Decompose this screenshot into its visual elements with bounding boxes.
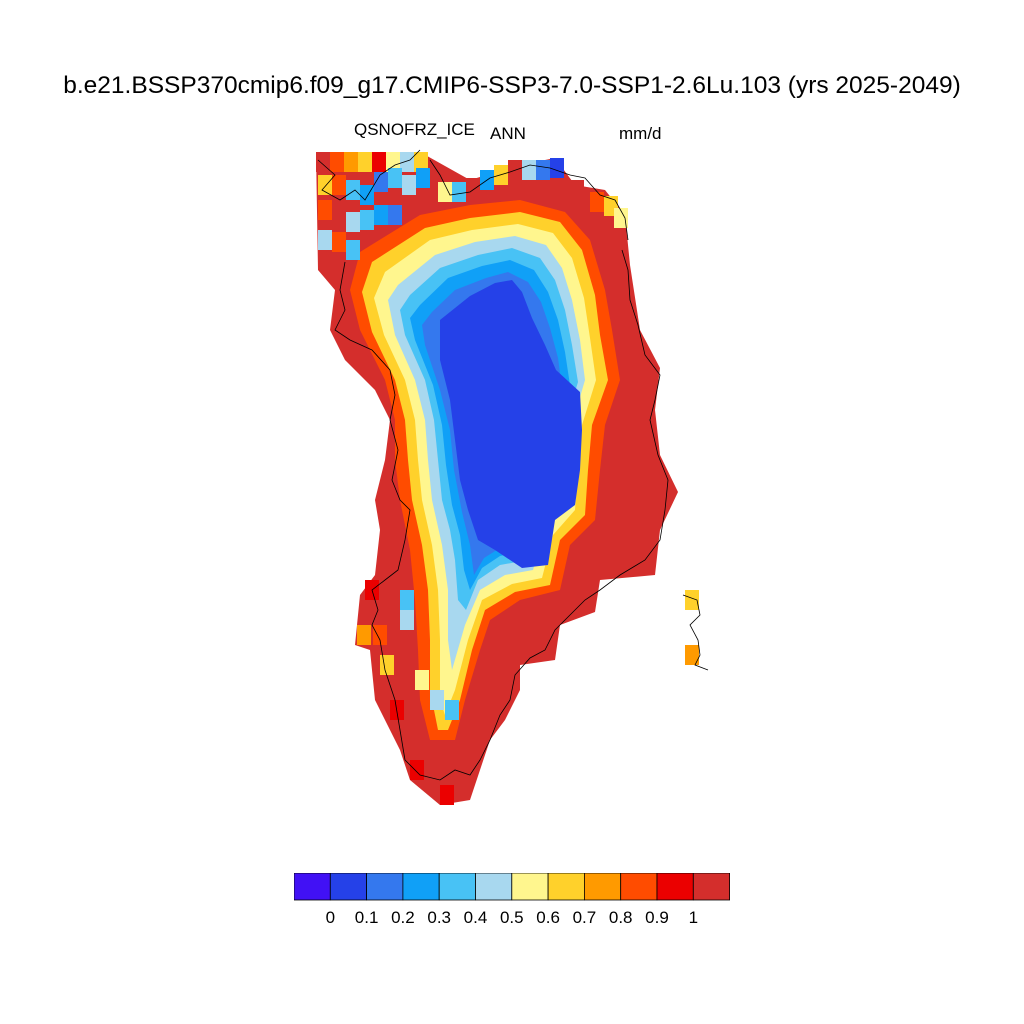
map-cell [570, 180, 584, 200]
figure-title: b.e21.BSSP370cmip6.f09_g17.CMIP6-SSP3-7.… [63, 72, 961, 99]
coastline-segment [429, 159, 629, 241]
units-label: mm/d [619, 124, 662, 143]
map-cell [410, 760, 424, 780]
map-cell [373, 625, 387, 645]
colorbar-tick-label: 1 [688, 908, 699, 927]
colorbar-swatch [438, 873, 476, 901]
colorbar-swatch [366, 873, 404, 901]
colorbar-swatch [511, 873, 549, 901]
map-cell [330, 152, 344, 172]
map-cell [400, 590, 414, 610]
colorbar-tick-label: 0.8 [608, 908, 633, 927]
season-label: ANN [490, 124, 526, 143]
colorbar-swatch [583, 873, 622, 901]
map-cell [430, 690, 444, 710]
map-cell [685, 590, 699, 610]
map-cell [416, 168, 430, 188]
colorbar-swatch [475, 873, 513, 901]
colorbar-swatch [402, 873, 440, 901]
map-cell [372, 152, 386, 172]
colorbar-tick-label: 0.7 [572, 908, 597, 927]
colorbar-swatch [692, 873, 730, 901]
map-cell [360, 210, 374, 230]
map-cell [318, 200, 332, 220]
colorbar-tick-label: 0.3 [427, 908, 452, 927]
map-cell [332, 175, 346, 195]
map-cell [414, 152, 428, 172]
coastline-segment [334, 249, 669, 781]
colorbar-tick-label: 0.2 [391, 908, 415, 927]
map-cell [402, 175, 416, 195]
map-cell [522, 160, 536, 180]
map-cells [316, 152, 699, 805]
map-cell [346, 212, 360, 232]
colorbar-tick-label: 0.6 [536, 908, 560, 927]
map-cell [374, 172, 388, 192]
colorbar-swatch [294, 873, 331, 901]
map-cell [550, 158, 564, 178]
colorbar-swatch [329, 873, 367, 901]
map-cell [685, 645, 699, 665]
map-cell [374, 205, 388, 225]
colorbar-tick-label: 0.4 [463, 908, 488, 927]
colorbar-swatch [656, 873, 694, 901]
map-cell [358, 152, 372, 172]
map-cell [466, 178, 480, 198]
map-cell [388, 168, 402, 188]
map-cell [590, 192, 604, 212]
map-cell [388, 205, 402, 225]
colorbar-tick-label: 0.5 [499, 908, 524, 927]
colorbar-tick-label: 0.1 [354, 908, 379, 927]
colorbar-swatch [547, 873, 585, 901]
map-cell [318, 230, 332, 250]
colorbar-tick-label: 0.9 [645, 908, 669, 927]
colorbar [294, 873, 730, 901]
map-cell [438, 182, 452, 202]
coastline-segment [682, 594, 709, 671]
map-cell [380, 655, 394, 675]
map-cell [400, 152, 414, 172]
map-cell [332, 205, 346, 225]
coastline [317, 149, 709, 781]
map-cell [357, 625, 371, 645]
map-cell [614, 208, 628, 228]
coastline-segment [317, 149, 421, 201]
colorbar-tick-label: 0 [325, 908, 336, 927]
map-cell [346, 180, 360, 200]
map-cell [332, 232, 346, 252]
map-cell [440, 785, 454, 805]
map-cell [360, 185, 374, 205]
variable-label: QSNOFRZ_ICE [354, 120, 475, 139]
map-cell [452, 182, 466, 202]
map-cell [346, 240, 360, 260]
map-cell [415, 670, 429, 690]
map-cell [536, 160, 550, 180]
ice-interior [440, 280, 582, 568]
map-cell [445, 700, 459, 720]
map-cell [400, 610, 414, 630]
map-cell [386, 152, 400, 172]
map-cell [344, 152, 358, 172]
colorbar-swatch [620, 873, 658, 901]
